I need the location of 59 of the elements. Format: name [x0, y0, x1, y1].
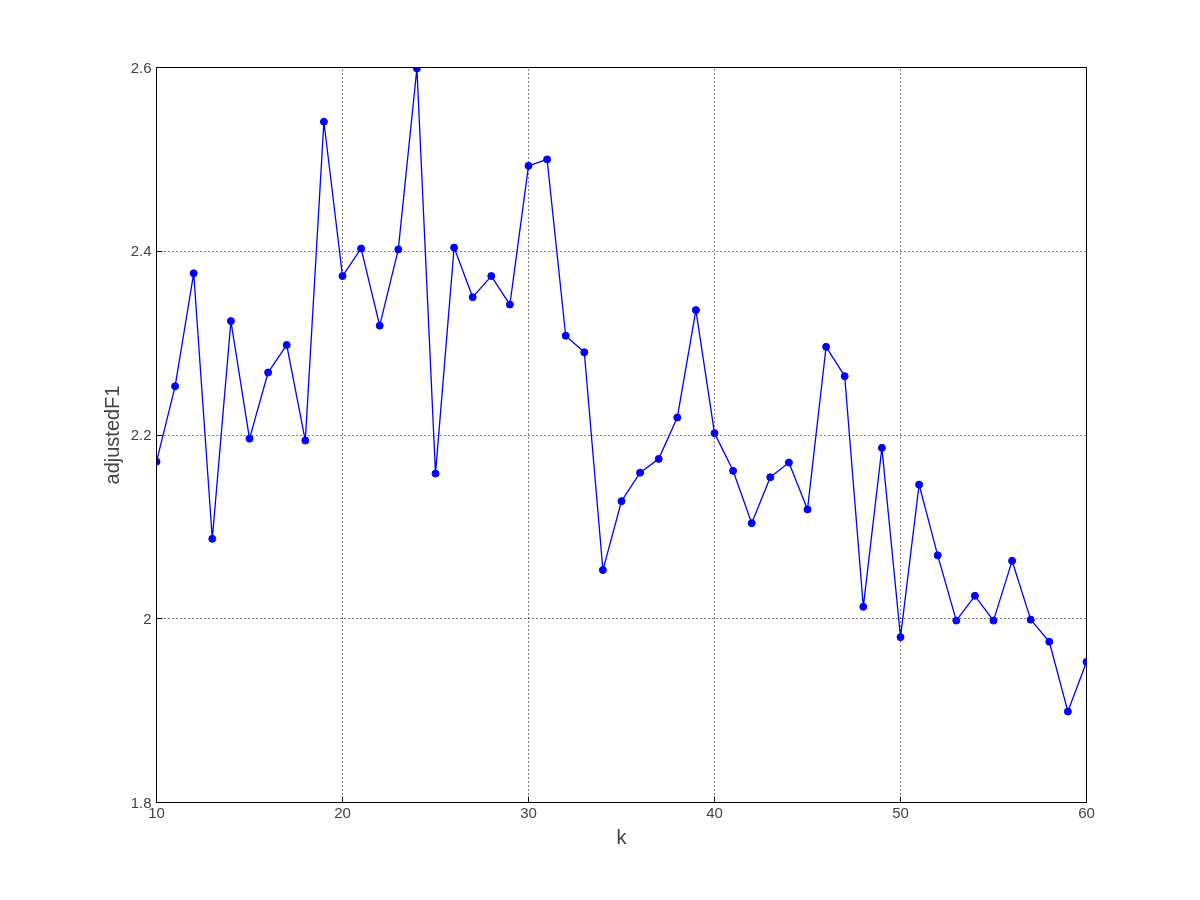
point [301, 436, 310, 445]
point [1045, 637, 1054, 646]
point [264, 368, 273, 377]
point [877, 443, 886, 452]
point [468, 293, 477, 302]
point [729, 466, 738, 475]
point [1008, 556, 1017, 565]
point [524, 161, 533, 170]
point [226, 317, 235, 326]
point [747, 519, 756, 528]
point [394, 245, 403, 254]
x-tick-label: 40 [706, 803, 723, 821]
point [375, 321, 384, 330]
point [617, 497, 626, 506]
x-tick-label: 60 [1078, 803, 1095, 821]
point [543, 155, 552, 164]
point [450, 243, 459, 252]
y-axis-title: adjustedF1 [100, 385, 123, 485]
point [654, 454, 663, 463]
x-axis-title: k [616, 825, 628, 848]
point [357, 244, 366, 253]
point [970, 591, 979, 600]
point [673, 413, 682, 422]
point [1063, 707, 1072, 716]
point [431, 469, 440, 478]
y-tick-label: 2.2 [130, 426, 152, 443]
point [933, 551, 942, 560]
x-tick-label: 20 [334, 803, 351, 821]
point [822, 342, 831, 351]
point [989, 616, 998, 625]
point [915, 480, 924, 489]
point [859, 602, 868, 611]
point [580, 348, 589, 357]
y-tick-label: 2.4 [130, 242, 152, 260]
point [487, 272, 496, 281]
point [691, 306, 700, 315]
y-tick-label: 2.6 [130, 58, 152, 76]
point [598, 566, 607, 575]
x-tick-label: 30 [520, 803, 537, 821]
point [171, 382, 180, 391]
point [338, 272, 347, 281]
point [896, 633, 905, 642]
point [710, 429, 719, 438]
point [840, 372, 849, 381]
point [766, 473, 775, 482]
point [1026, 615, 1035, 624]
point [952, 616, 961, 625]
y-tick-label: 2 [143, 609, 152, 627]
point [319, 117, 328, 126]
point [505, 300, 514, 309]
point [803, 505, 812, 514]
point [784, 458, 793, 467]
x-tick-label: 50 [892, 803, 909, 821]
point [189, 269, 198, 278]
point [208, 534, 217, 543]
point [636, 468, 645, 477]
point [561, 331, 570, 340]
point [282, 340, 291, 349]
point [245, 434, 254, 443]
